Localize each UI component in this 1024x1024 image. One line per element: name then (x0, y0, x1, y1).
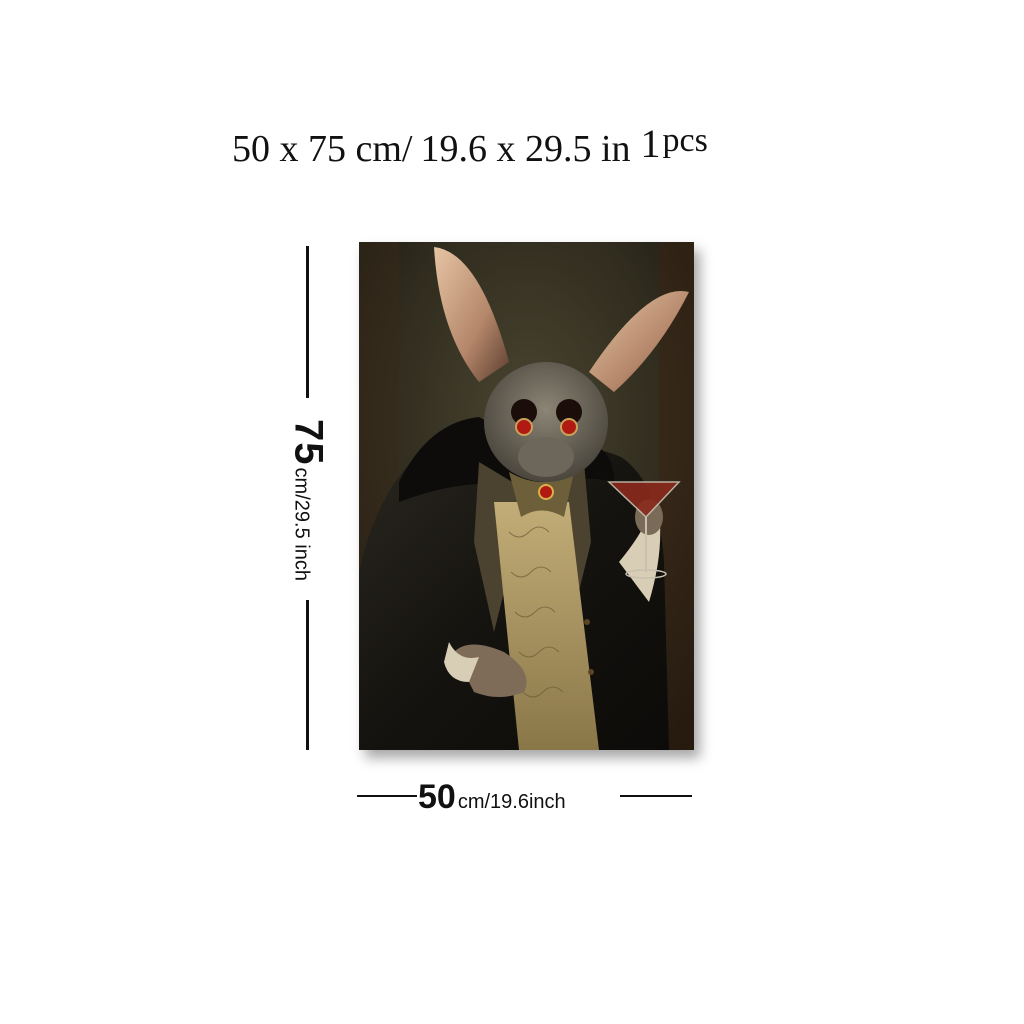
width-dimension-label: 50 cm/19.6inch (418, 778, 566, 817)
width-dimension-line-left (357, 795, 417, 797)
height-dimension-line-top (306, 246, 309, 398)
height-number: 75 (286, 419, 331, 466)
bat-portrait-image (359, 242, 694, 750)
size-headline: 50 x 75 cm/19.6 x 29.5 in 1pcs (232, 124, 708, 170)
height-dimension-label: 75 cm/29.5 inch (286, 419, 331, 581)
headline-quantity: 1 (640, 121, 661, 166)
width-dimension-line-right (620, 795, 692, 797)
width-unit: cm/19.6inch (457, 791, 566, 813)
width-number: 50 (418, 778, 456, 816)
height-dimension-line-bottom (306, 600, 309, 750)
headline-imperial-size: 19.6 x 29.5 in (420, 128, 631, 170)
headline-pcs-unit: pcs (662, 122, 708, 159)
height-unit: cm/29.5 inch (290, 467, 313, 581)
canvas-painting (359, 242, 694, 750)
headline-metric-size: 50 x 75 cm/ (232, 128, 413, 170)
